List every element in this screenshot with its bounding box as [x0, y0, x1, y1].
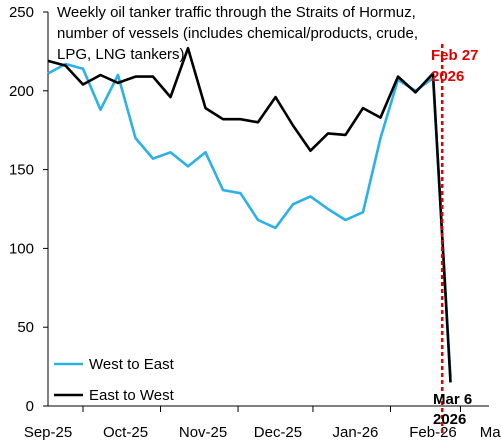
x-tick-label: Nov-25 [179, 424, 227, 441]
event-marker-label: 2026 [431, 68, 464, 85]
end-point-label: Mar 6 [433, 391, 472, 408]
x-tick-label: Oct-25 [103, 424, 148, 441]
x-tick-label: Dec-25 [254, 424, 302, 441]
x-tick-label: Mar-26 [480, 424, 501, 441]
y-tick-label: 50 [17, 319, 34, 336]
y-tick-label: 100 [9, 240, 34, 257]
event-marker-label: Feb 27 [431, 47, 479, 64]
chart-title-line: Weekly oil tanker traffic through the St… [57, 4, 416, 21]
annotations: Feb 27 2026 Mar 6 2026 [431, 44, 479, 436]
chart-title: Weekly oil tanker traffic through the St… [57, 4, 418, 63]
x-axis: Sep-25 Oct-25 Nov-25 Dec-25 Jan-26 Feb-26 Mar-… [24, 405, 501, 441]
y-tick-label: 0 [26, 398, 34, 415]
x-tick-label: Jan-26 [333, 424, 379, 441]
legend: West to East East to West [54, 356, 175, 404]
legend-label: East to West [89, 387, 175, 404]
x-tick-label: Sep-25 [24, 424, 72, 441]
series-line-west-to-east [47, 62, 452, 378]
y-tick-label: 250 [9, 4, 34, 21]
legend-label: West to East [89, 356, 175, 373]
series [47, 46, 452, 383]
y-axis: 0 50 100 150 200 250 [9, 4, 49, 415]
chart-title-line: LPG, LNG tankers) [57, 46, 185, 63]
end-point-label: 2026 [433, 411, 466, 428]
series-line-east-to-west [47, 46, 452, 383]
x-tick-label: Feb-26 [409, 424, 457, 441]
y-tick-label: 150 [9, 162, 34, 179]
chart-title-line: number of vessels (includes chemical/pro… [57, 25, 418, 42]
y-tick-label: 200 [9, 83, 34, 100]
